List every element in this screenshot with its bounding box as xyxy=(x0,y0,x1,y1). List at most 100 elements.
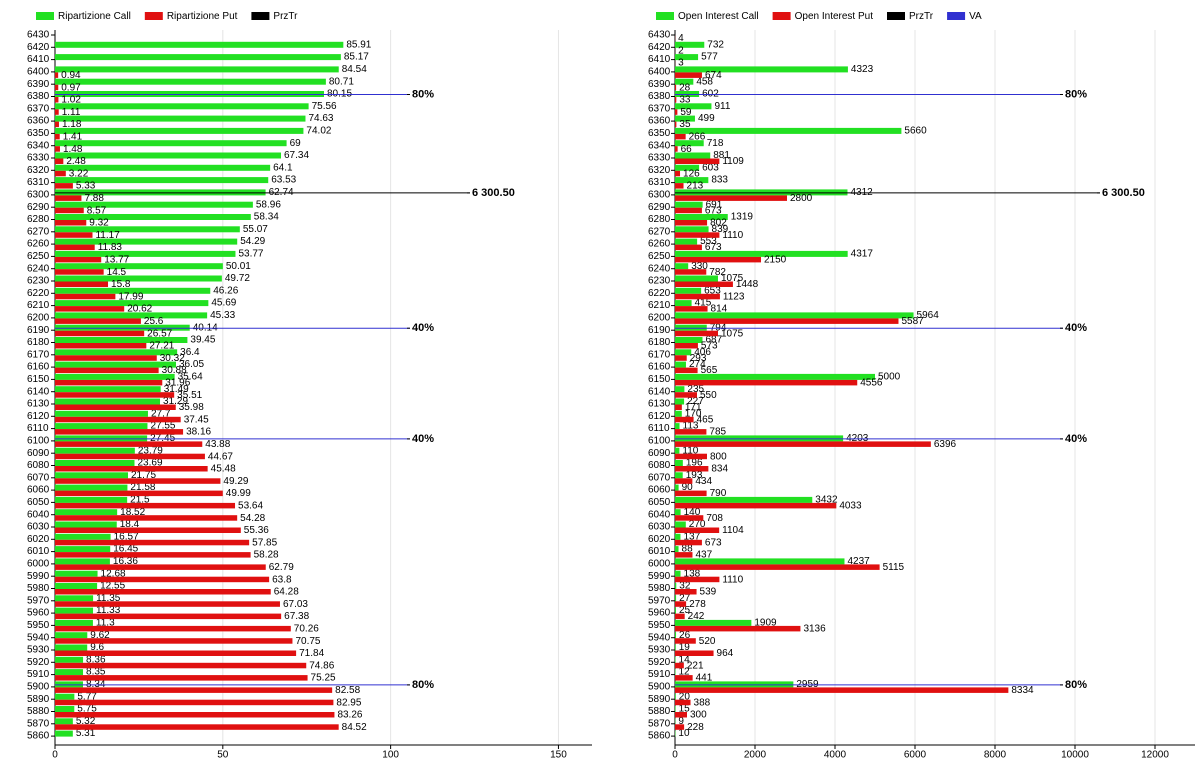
value-label: 49.99 xyxy=(226,488,251,499)
bar xyxy=(675,453,707,460)
category-label: 6130 xyxy=(648,399,671,410)
value-label: 221 xyxy=(687,660,704,671)
value-label: 64.28 xyxy=(274,587,299,598)
value-label: 49.29 xyxy=(223,476,248,487)
value-label: 2 xyxy=(678,45,684,56)
bar xyxy=(675,552,693,558)
value-label: 138 xyxy=(684,568,701,579)
value-label: 58.34 xyxy=(254,212,279,223)
value-label: 83.26 xyxy=(337,710,362,721)
value-label: 36.4 xyxy=(180,347,200,358)
bar xyxy=(55,472,128,479)
bar xyxy=(675,312,914,319)
value-label: 732 xyxy=(707,39,724,50)
bar xyxy=(675,263,689,270)
bar xyxy=(675,318,899,324)
bar xyxy=(675,306,708,312)
value-label: 4317 xyxy=(851,249,874,260)
bar xyxy=(675,706,676,712)
bar xyxy=(55,207,84,214)
value-label: 802 xyxy=(710,218,727,229)
category-label: 5860 xyxy=(27,731,50,742)
category-label: 6250 xyxy=(648,251,671,262)
bar xyxy=(55,669,84,676)
category-label: 6340 xyxy=(27,140,50,151)
value-label: 67.34 xyxy=(284,150,309,161)
bar xyxy=(55,244,95,251)
value-label: 82.95 xyxy=(336,697,361,708)
bar xyxy=(55,552,251,558)
bar xyxy=(675,576,720,583)
bar xyxy=(675,54,699,61)
bar xyxy=(675,687,1009,693)
value-label: 673 xyxy=(705,205,722,216)
bar xyxy=(55,656,84,663)
value-label: 12 xyxy=(678,667,690,678)
bar xyxy=(55,226,240,233)
category-label: 6030 xyxy=(27,522,50,533)
category-label: 6380 xyxy=(27,91,50,102)
value-label: 31.29 xyxy=(163,396,188,407)
bar xyxy=(675,533,681,540)
category-label: 6170 xyxy=(648,349,671,360)
bar xyxy=(675,558,845,565)
bar xyxy=(675,214,728,220)
bar xyxy=(675,564,880,570)
category-label: 6200 xyxy=(27,313,50,324)
value-label: 55.07 xyxy=(243,224,268,235)
value-label: 69 xyxy=(290,138,302,149)
value-label: 25 xyxy=(679,605,691,616)
category-label: 6160 xyxy=(27,362,50,373)
value-label: 4323 xyxy=(851,64,874,75)
value-label: 603 xyxy=(702,162,719,173)
value-label: 434 xyxy=(695,476,712,487)
value-label: 911 xyxy=(714,101,730,112)
value-label: 74.02 xyxy=(306,126,331,137)
legend-label: Ripartizione Put xyxy=(167,11,238,22)
category-label: 5920 xyxy=(648,657,671,668)
value-label: 834 xyxy=(711,464,728,475)
bar xyxy=(55,687,333,693)
bar xyxy=(55,306,125,312)
bar xyxy=(55,527,241,533)
value-label: 330 xyxy=(691,261,708,272)
value-label: 782 xyxy=(709,267,726,278)
bar xyxy=(675,133,686,140)
value-label: 54.28 xyxy=(240,513,265,524)
value-label: 74.63 xyxy=(308,113,333,124)
category-label: 5940 xyxy=(27,632,50,643)
x-tick-label: 0 xyxy=(52,750,58,761)
bar xyxy=(675,244,702,251)
category-label: 5910 xyxy=(27,669,50,680)
bar xyxy=(675,158,720,164)
category-label: 6140 xyxy=(27,386,50,397)
value-label: 36.05 xyxy=(179,359,204,370)
legend-label: PrzTr xyxy=(909,11,934,22)
value-label: 691 xyxy=(706,199,723,210)
value-label: 5964 xyxy=(917,310,940,321)
reference-label: 80% xyxy=(1065,679,1087,691)
bar xyxy=(55,312,208,319)
value-label: 274 xyxy=(689,359,706,370)
bar xyxy=(675,361,686,368)
bar xyxy=(675,619,752,626)
category-label: 6260 xyxy=(648,239,671,250)
bar xyxy=(675,625,801,632)
bar xyxy=(675,379,858,386)
x-tick-label: 2000 xyxy=(744,750,767,761)
bar xyxy=(55,373,175,380)
category-label: 5980 xyxy=(27,583,50,594)
bar xyxy=(675,201,703,208)
bar xyxy=(55,502,236,509)
value-label: 833 xyxy=(711,175,728,186)
category-label: 5870 xyxy=(27,718,50,729)
bar xyxy=(55,300,209,307)
bar xyxy=(675,287,702,294)
bar xyxy=(55,256,102,263)
value-label: 15 xyxy=(679,704,691,715)
value-label: 8.57 xyxy=(87,205,107,216)
bar xyxy=(55,355,157,361)
value-label: 881 xyxy=(713,150,730,161)
bar xyxy=(55,361,176,368)
category-label: 6170 xyxy=(27,349,50,360)
